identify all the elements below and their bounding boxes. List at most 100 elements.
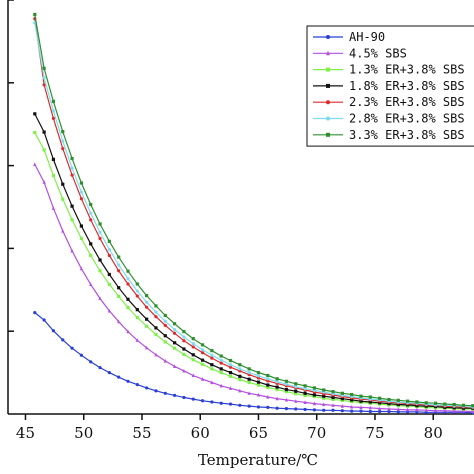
data-point-2-12: [145, 324, 149, 328]
data-point-5-13: [154, 310, 158, 314]
data-point-5-28: [294, 385, 298, 389]
data-point-3-36: [368, 400, 372, 404]
data-point-1-38: [387, 406, 391, 411]
data-point-1-10: [126, 329, 130, 334]
data-point-6-5: [79, 181, 83, 185]
data-point-3-4: [70, 204, 74, 208]
data-point-0-10: [126, 379, 130, 383]
data-point-6-20: [219, 354, 223, 358]
data-point-2-4: [70, 218, 74, 222]
data-point-1-16: [182, 368, 186, 373]
data-point-0-6: [89, 360, 93, 364]
data-point-0-29: [303, 407, 307, 412]
data-point-0-12: [145, 386, 149, 390]
data-point-3-22: [238, 374, 242, 378]
data-point-1-31: [322, 402, 326, 407]
data-point-0-5: [79, 353, 83, 357]
x-tick-label-7: 80: [424, 424, 443, 442]
data-point-3-12: [145, 317, 149, 321]
x-tick-label-0: 45: [16, 424, 35, 442]
data-point-5-25: [266, 377, 270, 381]
data-point-1-3: [61, 228, 65, 233]
data-point-3-41: [415, 404, 419, 408]
data-point-0-8: [107, 371, 111, 375]
data-point-3-38: [387, 402, 391, 406]
data-point-2-7: [98, 269, 102, 273]
data-point-5-2: [51, 109, 56, 113]
data-point-6-29: [303, 384, 307, 388]
legend-label-1: 4.5% SBS: [349, 46, 407, 60]
legend-label-4: 2.3% ER+3.8% SBS: [349, 95, 465, 109]
data-point-5-22: [238, 367, 242, 371]
legend-item-2: 1.3% ER+3.8% SBS: [313, 63, 465, 77]
data-point-6-26: [275, 377, 279, 381]
data-point-2-5: [79, 236, 83, 241]
data-point-2-3: [61, 197, 65, 201]
data-point-4-4: [70, 173, 74, 177]
data-point-3-17: [191, 353, 195, 357]
data-point-1-29: [303, 400, 307, 405]
data-point-5-6: [89, 211, 93, 215]
data-point-4-16: [182, 339, 186, 343]
data-point-0-11: [135, 383, 139, 387]
data-point-1-18: [200, 377, 205, 381]
data-point-6-47: [471, 404, 474, 408]
legend-label-0: AH-90: [349, 30, 385, 44]
data-point-2-20: [219, 371, 223, 375]
data-point-5-8: [107, 248, 111, 252]
data-point-0-37: [378, 409, 382, 414]
data-point-1-34: [350, 404, 354, 409]
data-point-2-17: [191, 358, 195, 362]
data-point-3-14: [163, 334, 167, 338]
data-point-0-34: [350, 409, 354, 413]
series-0: [33, 310, 474, 415]
data-point-5-4: [70, 166, 74, 170]
data-point-2-24: [256, 383, 261, 387]
data-point-1-24: [256, 392, 261, 397]
data-point-6-24: [256, 371, 261, 375]
data-point-1-19: [210, 380, 214, 385]
data-point-1-0: [33, 162, 37, 166]
data-point-1-39: [396, 407, 400, 412]
data-point-2-33: [340, 398, 344, 402]
legend-marker-6: [326, 132, 330, 137]
data-point-6-22: [238, 363, 242, 367]
data-point-6-34: [350, 392, 354, 397]
data-point-4-3: [61, 147, 65, 151]
data-point-5-15: [172, 327, 177, 332]
data-point-6-27: [284, 379, 289, 383]
data-point-1-41: [415, 407, 419, 412]
data-point-0-2: [51, 329, 56, 333]
data-point-2-11: [135, 315, 139, 320]
data-point-5-24: [256, 374, 261, 378]
data-point-3-19: [210, 363, 214, 367]
data-point-3-29: [303, 391, 307, 395]
x-tick-label-4: 65: [249, 424, 268, 442]
data-point-6-37: [378, 396, 382, 400]
data-point-1-5: [79, 266, 83, 271]
data-point-6-46: [461, 403, 466, 407]
data-point-0-36: [368, 409, 372, 414]
data-point-2-0: [33, 130, 37, 135]
data-point-3-9: [117, 286, 121, 290]
legend-item-0: AH-90: [313, 30, 385, 44]
data-point-6-13: [154, 304, 158, 308]
data-point-6-6: [89, 202, 93, 207]
data-point-3-13: [154, 326, 158, 330]
data-point-6-33: [340, 391, 344, 395]
data-point-6-9: [117, 255, 121, 259]
data-point-3-39: [396, 402, 400, 407]
data-point-1-21: [228, 386, 233, 390]
data-point-1-20: [219, 383, 223, 388]
data-point-0-24: [256, 405, 261, 409]
data-point-4-15: [172, 331, 177, 335]
data-point-3-16: [182, 347, 186, 351]
data-point-6-23: [247, 367, 251, 371]
x-axis-title: Temperature/℃: [198, 451, 318, 469]
data-point-2-14: [163, 340, 167, 344]
data-point-3-34: [350, 398, 354, 402]
series-layer: [33, 12, 474, 415]
data-point-6-10: [126, 269, 130, 273]
data-point-2-8: [107, 282, 111, 287]
data-point-2-6: [89, 253, 93, 258]
